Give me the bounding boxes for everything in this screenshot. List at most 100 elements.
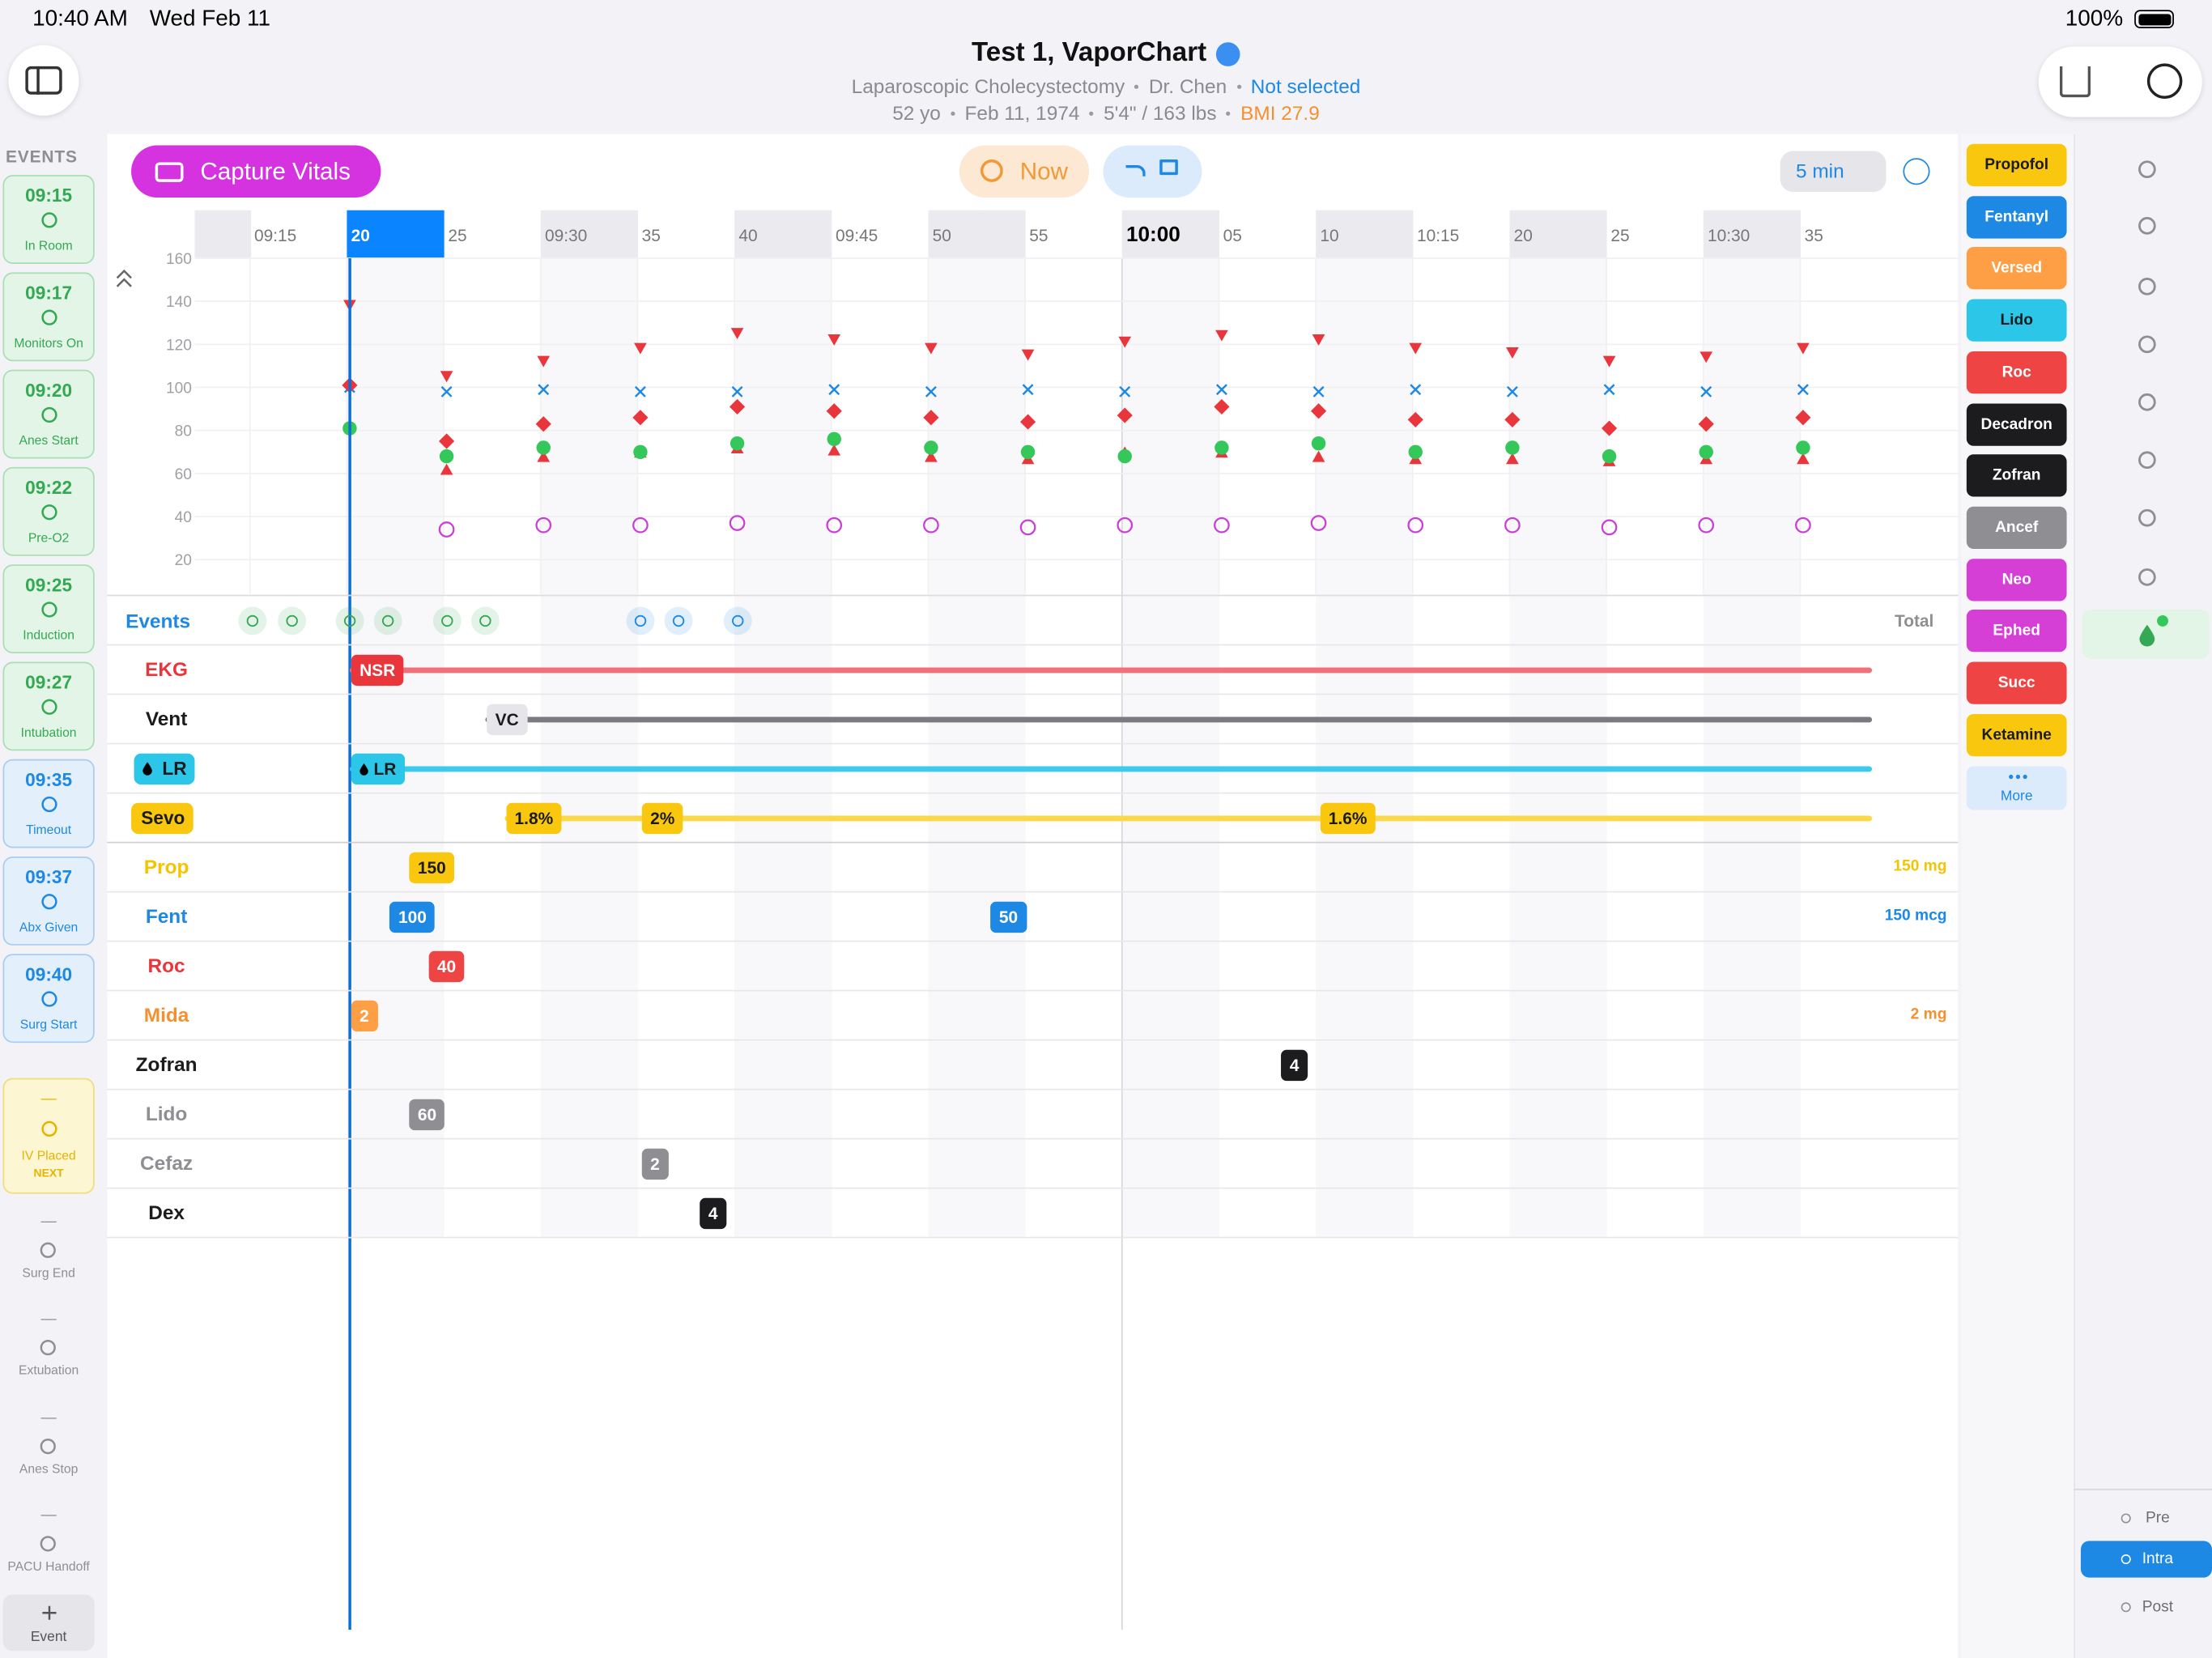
event-marker [432, 606, 461, 636]
x-tick-label: 09:15 [254, 227, 296, 245]
event-label: In Room [24, 238, 73, 253]
event-time: 09:20 [25, 379, 73, 402]
event-label: Pre-O2 [28, 530, 70, 545]
event-card[interactable]: 09:22 Pre-O2 [2, 466, 95, 556]
vital-point [1601, 519, 1618, 536]
badge-text: 60 [417, 1104, 437, 1125]
row-label: Sevo [131, 802, 194, 835]
event-time[interactable]: — [40, 1507, 57, 1524]
info-button[interactable] [1903, 158, 1930, 185]
drug-button[interactable]: Fentanyl [1966, 195, 2067, 239]
vital-point [1700, 385, 1712, 397]
vital-point [925, 385, 937, 397]
vital-point [1797, 453, 1810, 465]
event-marker [238, 606, 267, 636]
event-card[interactable]: 09:25 Induction [2, 564, 95, 654]
drug-button[interactable]: Succ [1966, 661, 2067, 704]
vital-point [1117, 517, 1134, 534]
vital-point [1409, 342, 1423, 355]
icon [2138, 451, 2156, 470]
drop-icon [143, 762, 152, 776]
next-event-card[interactable]: — IV Placed NEXT [2, 1078, 95, 1194]
column-stripe [347, 257, 445, 1238]
x-tick-label: 10:15 [1417, 227, 1459, 245]
row-label: Roc [147, 954, 185, 977]
add-event-button[interactable]: Event [2, 1594, 95, 1652]
event-card[interactable]: 09:35 Timeout [2, 759, 95, 848]
dose-badge: NSR [351, 654, 404, 687]
x-tick-label: 09:45 [836, 227, 878, 245]
vital-point [440, 463, 453, 475]
drug-button[interactable]: Neo [1966, 558, 2067, 601]
more-button[interactable] [2146, 63, 2183, 100]
event-card[interactable]: 09:40 Surg Start [2, 954, 95, 1044]
vital-point [1215, 384, 1227, 396]
phase-tab[interactable]: Pre [2146, 1510, 2170, 1527]
vital-point [1797, 384, 1809, 396]
icon [2138, 335, 2156, 354]
age: 52 yo [892, 101, 941, 125]
event-time: 09:17 [25, 282, 73, 304]
icon [2138, 508, 2156, 527]
capture-vitals-button[interactable]: Capture Vitals [131, 145, 381, 198]
drug-button[interactable]: Ketamine [1966, 713, 2067, 756]
vital-point [440, 385, 453, 397]
download-button[interactable] [2059, 66, 2091, 98]
drug-button[interactable]: Ephed [1966, 610, 2067, 653]
more-drugs-button[interactable]: More [1966, 766, 2067, 810]
glyph [2138, 217, 2156, 235]
vital-point [1407, 411, 1423, 427]
event-time[interactable]: — [40, 1311, 57, 1329]
vital-point [923, 410, 939, 426]
glyph [440, 614, 453, 627]
subtitle-row: Laparoscopic Cholecystectomy Dr. Chen Not … [0, 74, 2212, 97]
vital-point [1312, 450, 1325, 462]
event-time[interactable]: — [40, 1409, 57, 1426]
icon [731, 614, 743, 627]
dose-badge: 1.6% [1320, 802, 1376, 835]
vital-point [1408, 444, 1423, 460]
phase-tab[interactable]: Post [2142, 1598, 2174, 1616]
event-card[interactable]: 09:17 Monitors On [2, 272, 95, 362]
drug-button[interactable]: Decadron [1966, 402, 2067, 445]
x-tick-label: 25 [448, 227, 466, 245]
drug-button[interactable]: Lido [1966, 299, 2067, 342]
event-label: PACU Handoff [7, 1559, 90, 1574]
sidebar-toggle[interactable] [8, 45, 79, 116]
collapse-icon [116, 269, 132, 287]
drug-button[interactable]: Ancef [1966, 506, 2067, 549]
drug-button[interactable]: Versed [1966, 247, 2067, 290]
vital-point [1310, 515, 1327, 531]
separator [1089, 110, 1094, 116]
vital-point [729, 515, 746, 531]
glyph [2138, 335, 2156, 354]
surgeon: Dr. Chen [1148, 74, 1227, 98]
next-tag: NEXT [33, 1167, 64, 1180]
phase-tab[interactable]: Intra [2080, 1541, 2212, 1578]
x-tick-label: 05 [1223, 227, 1242, 245]
event-time[interactable]: — [40, 1213, 57, 1231]
event-time: — [40, 1090, 57, 1108]
drug-button[interactable]: Propofol [1966, 143, 2067, 187]
interval-picker[interactable]: 5 min [1780, 151, 1887, 193]
vital-point [1603, 384, 1615, 396]
toggle-glyph-bar [36, 66, 40, 95]
y-tick-label: 120 [166, 337, 192, 354]
drug-button[interactable]: Zofran [1966, 454, 2067, 497]
glyph [2138, 508, 2156, 527]
event-card[interactable]: 09:15 In Room [2, 175, 95, 264]
vital-point [731, 385, 743, 397]
drug-button[interactable]: Roc [1966, 351, 2067, 393]
jump-flag-button[interactable] [1103, 145, 1202, 198]
row-label: EKG [145, 657, 189, 681]
x-tick-label: 35 [642, 227, 661, 245]
event-card[interactable]: 09:37 Abx Given [2, 857, 95, 946]
icon [2138, 393, 2156, 411]
event-card[interactable]: 09:20 Anes Start [2, 369, 95, 459]
vital-point [1118, 336, 1132, 348]
event-card[interactable]: 09:27 Intubation [2, 661, 95, 751]
event-label: Induction [23, 627, 74, 643]
vital-point [1506, 385, 1518, 397]
vital-point [1506, 453, 1519, 465]
y-tick-label: 140 [166, 294, 192, 311]
